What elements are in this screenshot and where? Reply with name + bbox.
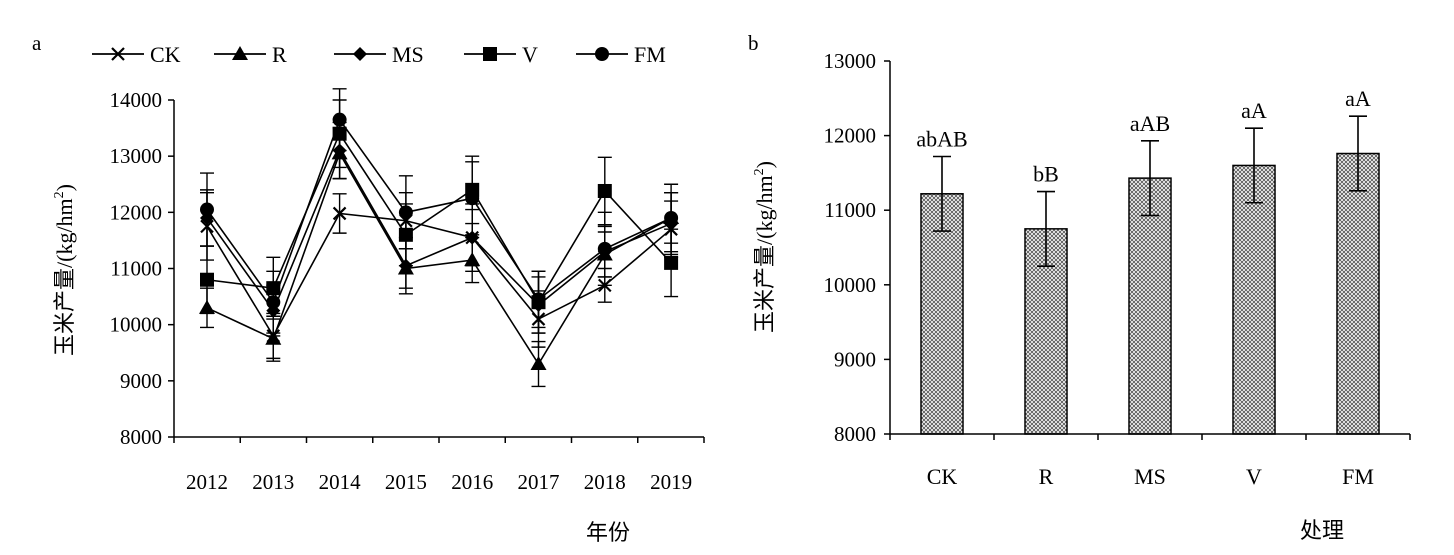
legend-item-v: V bbox=[464, 42, 538, 67]
x-tick-label: FM bbox=[1342, 464, 1374, 489]
x-tick-label: 2013 bbox=[252, 470, 294, 494]
x-tick-label: 2015 bbox=[385, 470, 427, 494]
bar-ck bbox=[920, 193, 964, 435]
error-bar bbox=[1349, 115, 1367, 192]
data-point-v bbox=[664, 255, 679, 270]
panel-label-b: b bbox=[748, 31, 759, 55]
error-bar bbox=[1037, 190, 1055, 267]
significance-label: bB bbox=[1033, 162, 1059, 187]
x-tick-label: 2012 bbox=[186, 470, 228, 494]
data-point-fm bbox=[465, 191, 480, 206]
x-axis-label-b: 处理 bbox=[1300, 518, 1344, 543]
legend-a: CK R MS V FM bbox=[92, 42, 666, 67]
legend-item-fm: FM bbox=[576, 42, 666, 67]
error-bar bbox=[1141, 140, 1159, 217]
legend-label: MS bbox=[392, 42, 424, 67]
data-point-fm bbox=[597, 241, 612, 256]
y-tick-label: 13000 bbox=[110, 144, 163, 168]
error-bar bbox=[933, 155, 951, 232]
data-point-r bbox=[265, 330, 282, 345]
x-tick-label: R bbox=[1039, 464, 1054, 489]
series-line-ck bbox=[206, 212, 672, 338]
legend-marker-r bbox=[232, 46, 248, 60]
series-fm bbox=[200, 88, 679, 334]
legend-item-ck: CK bbox=[92, 42, 181, 67]
y-tick-label: 10000 bbox=[110, 313, 163, 337]
data-point-fm bbox=[531, 292, 546, 307]
panel-label-a: a bbox=[32, 31, 42, 55]
legend-marker-fm bbox=[595, 47, 609, 61]
chart-a: a 玉米产量/(kg/hm2) 年份 CK R MS V FM 8000 9000 1000… bbox=[32, 31, 705, 545]
x-tick-label: 2018 bbox=[584, 470, 626, 494]
legend-label: FM bbox=[634, 42, 666, 67]
x-tick-label: MS bbox=[1134, 464, 1166, 489]
significance-label: aA bbox=[1345, 86, 1371, 111]
y-tick-label: 9000 bbox=[120, 369, 162, 393]
y-tick-label: 13000 bbox=[824, 49, 877, 73]
bar-ms bbox=[1128, 177, 1172, 435]
legend-label: CK bbox=[150, 42, 181, 67]
legend-label: V bbox=[522, 42, 538, 67]
data-point-v bbox=[200, 272, 214, 287]
chart-b: b 玉米产量/(kg/hm2) 处理 abAB bB aAB aA aA 8000 9000… bbox=[748, 31, 1411, 543]
y-tick-label: 14000 bbox=[110, 88, 163, 112]
y-tick-label: 10000 bbox=[824, 273, 877, 297]
x-tick-label: 2014 bbox=[319, 470, 362, 494]
series-line-ms bbox=[206, 148, 672, 313]
plot-area-a: 8000 9000 10000 11000 12000 13000 14000 2012 201… bbox=[110, 88, 705, 494]
legend-marker-ck bbox=[111, 47, 125, 61]
y-tick-label: 11000 bbox=[110, 257, 162, 281]
data-point-fm bbox=[398, 205, 413, 220]
series-line-r bbox=[206, 151, 672, 366]
data-point-fm bbox=[200, 202, 214, 217]
y-axis-label-b: 玉米产量/(kg/hm2) bbox=[752, 161, 777, 333]
data-point-fm bbox=[332, 112, 347, 127]
bar-v bbox=[1232, 164, 1276, 435]
series-line-fm bbox=[206, 117, 672, 304]
legend-marker-ms bbox=[353, 47, 367, 61]
data-point-fm bbox=[664, 210, 679, 225]
legend-marker-v bbox=[483, 47, 497, 61]
legend-item-r: R bbox=[214, 42, 287, 67]
data-point-r bbox=[530, 355, 547, 370]
data-point-fm bbox=[266, 295, 281, 310]
x-tick-label: 2017 bbox=[518, 470, 560, 494]
x-tick-label: V bbox=[1246, 464, 1262, 489]
x-tick-label: 2019 bbox=[650, 470, 692, 494]
significance-label: abAB bbox=[916, 126, 967, 151]
significance-label: aAB bbox=[1130, 111, 1170, 136]
significance-label: aA bbox=[1241, 98, 1267, 123]
bar-fm bbox=[1336, 152, 1380, 435]
y-tick-label: 8000 bbox=[120, 425, 162, 449]
y-tick-label: 12000 bbox=[824, 124, 877, 148]
series-line-v bbox=[206, 132, 672, 304]
error-bar bbox=[1245, 127, 1263, 204]
x-axis-label-a: 年份 bbox=[586, 520, 630, 545]
legend-item-ms: MS bbox=[334, 42, 424, 67]
data-point-ck bbox=[332, 206, 347, 221]
x-tick-label: 2016 bbox=[451, 470, 493, 494]
y-axis-label-a: 玉米产量/(kg/hm2) bbox=[52, 184, 77, 356]
plot-area-b: abAB bB aAB aA aA 8000 9000 10000 11000 12000 1300… bbox=[824, 49, 1411, 489]
y-tick-label: 11000 bbox=[824, 198, 876, 222]
x-tick-label: CK bbox=[927, 464, 958, 489]
data-point-v bbox=[597, 183, 612, 198]
y-tick-label: 9000 bbox=[834, 347, 876, 371]
y-tick-label: 12000 bbox=[110, 200, 163, 224]
legend-label: R bbox=[272, 42, 287, 67]
y-tick-label: 8000 bbox=[834, 422, 876, 446]
